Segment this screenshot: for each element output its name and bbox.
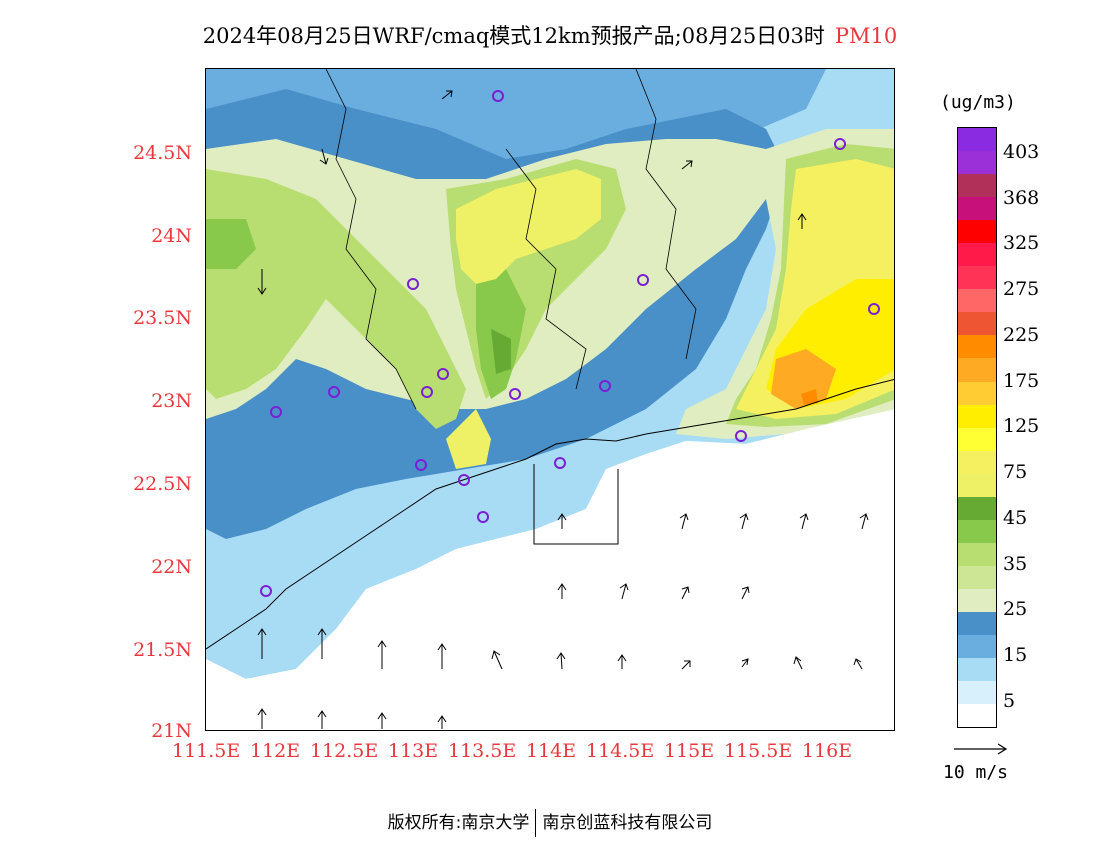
lat-label-22n: 22N [151,556,192,578]
coastline [206,378,894,650]
province-boundary-3 [635,69,697,360]
colorbar-segment [958,427,996,451]
colorbar-segment [958,335,996,359]
province-boundary-2 [505,148,587,390]
colorbar-label-5: 5 [1003,690,1016,712]
colorbar-segment [958,681,996,705]
concentration-band-45c [491,329,511,374]
colorbar-label-45: 45 [1003,507,1028,529]
colorbar-segment [958,197,996,221]
colorbar-segment [958,174,996,198]
concentration-band-45b [206,219,256,269]
wind-reference-arrow [954,743,1008,755]
title-pollutant: PM10 [834,24,898,48]
lon-label-113-5e: 113.5E [448,740,517,762]
lon-label-111-5e: 111.5E [172,740,241,762]
colorbar-label-325: 325 [1003,232,1040,254]
harbor-box [533,464,619,545]
lon-label-112-5e: 112.5E [310,740,379,762]
colorbar-segment [958,243,996,267]
wind-reference-label: 10 m/s [943,762,1009,783]
concentration-band-35 [206,169,466,429]
monitoring-sites [260,90,880,597]
concentration-band-east-225 [801,389,818,405]
colorbar-segment [958,404,996,428]
colorbar-segment [958,519,996,543]
colorbar-segment [958,151,996,175]
colorbar-segment [958,220,996,244]
colorbar-segment [958,358,996,382]
lon-label-112e: 112E [250,740,301,762]
lon-label-114-5e: 114.5E [586,740,655,762]
concentration-band-east-175 [771,349,836,409]
map-panel [205,68,895,731]
colorbar-segment [958,473,996,497]
lon-label-115-5e: 115.5E [724,740,793,762]
colorbar-segment [958,635,996,659]
concentration-band-45 [476,259,526,399]
footer-separator [535,809,537,837]
colorbar-segment [958,704,996,728]
map-title: 2024年08月25日WRF/cmaq模式12km预报产品;08月25日03时 P… [0,20,1100,50]
colorbar-segment [958,381,996,405]
colorbar-segment [958,128,996,152]
colorbar-segment [958,542,996,566]
lat-label-21n: 21N [151,720,192,742]
lon-label-114e: 114E [526,740,577,762]
wind-vectors [257,90,869,729]
colorbar-label-35: 35 [1003,553,1028,575]
colorbar-segment [958,450,996,474]
lon-label-113e: 113E [388,740,439,762]
colorbar-segment [958,611,996,636]
lat-label-23n: 23N [151,390,192,412]
colorbar-label-175: 175 [1003,370,1040,392]
sea-clean-area [206,409,894,730]
colorbar-label-275: 275 [1003,278,1040,300]
copyright-company: 南京创蓝科技有限公司 [542,813,713,833]
pm10-concentration-map [206,69,894,730]
colorbar-segment [958,588,996,612]
colorbar-label-403: 403 [1003,141,1040,163]
colorbar-segment [958,266,996,290]
lon-label-116e: 116E [802,740,853,762]
lat-label-24n: 24N [151,225,192,247]
colorbar-label-225: 225 [1003,324,1040,346]
lat-label-24-5n: 24.5N [133,142,192,164]
colorbar-unit: (ug/m3) [940,92,1016,113]
colorbar-segment [958,658,996,682]
colorbar-label-25: 25 [1003,598,1028,620]
concentration-band-75b [446,409,491,469]
colorbar-segment [958,496,996,520]
lat-label-22-5n: 22.5N [133,473,192,495]
copyright-footer: 版权所有:南京大学 南京创蓝科技有限公司 [0,808,1100,837]
colorbar-segment [958,289,996,313]
colorbar [957,127,997,729]
colorbar-label-15: 15 [1003,644,1028,666]
colorbar-segment [958,312,996,336]
colorbar-label-125: 125 [1003,415,1040,437]
lat-label-23-5n: 23.5N [133,307,192,329]
colorbar-segment [958,565,996,589]
copyright-owner: 版权所有:南京大学 [387,813,530,833]
colorbar-label-75: 75 [1003,461,1028,483]
title-main: 2024年08月25日WRF/cmaq模式12km预报产品;08月25日03时 [202,24,825,48]
colorbar-label-368: 368 [1003,187,1040,209]
lat-label-21-5n: 21.5N [133,639,192,661]
lon-label-115e: 115E [664,740,715,762]
province-boundary [325,69,417,410]
